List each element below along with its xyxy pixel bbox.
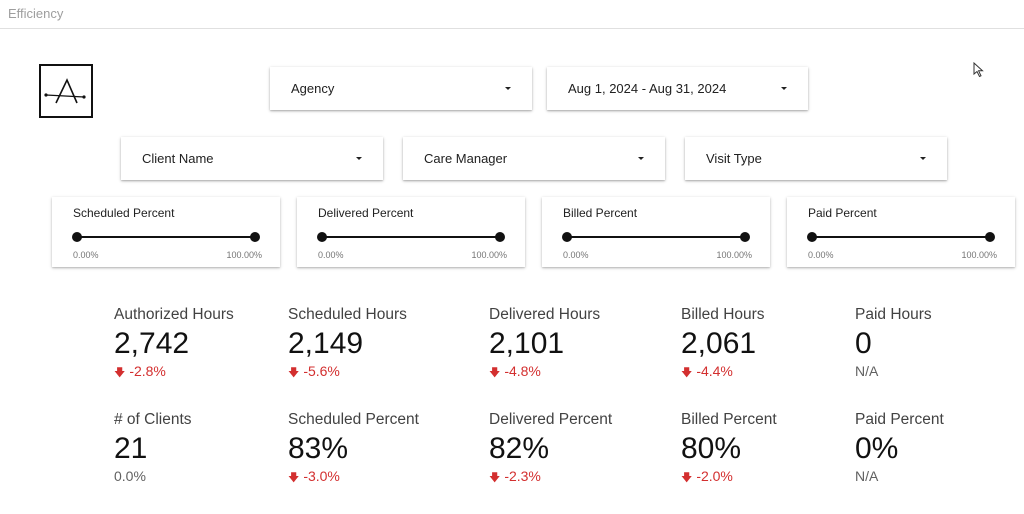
- kpi-value: 2,101: [489, 327, 565, 360]
- kpi-label: Billed Percent: [681, 411, 777, 428]
- kpi-label: Delivered Percent: [489, 411, 613, 428]
- brand-logo: [39, 64, 93, 118]
- arrow-down-icon: 🡇: [288, 472, 300, 484]
- kpi-delta: 0.0%: [114, 468, 146, 484]
- slider-min-handle[interactable]: [72, 232, 82, 242]
- kpi-label: Scheduled Percent: [288, 411, 419, 428]
- date-range-label: Aug 1, 2024 - Aug 31, 2024: [568, 81, 727, 96]
- arrow-down-icon: 🡇: [489, 367, 501, 379]
- arrow-down-icon: 🡇: [288, 367, 300, 379]
- arrow-down-icon: 🡇: [114, 367, 126, 379]
- kpi-scheduled-percent: Scheduled Percent 83% 🡇 -3.0%: [288, 411, 419, 488]
- kpi-value: 83%: [288, 432, 349, 465]
- slider-label: Scheduled Percent: [73, 206, 175, 220]
- slider-max-handle[interactable]: [740, 232, 750, 242]
- slider-min-handle[interactable]: [317, 232, 327, 242]
- kpi-value: 82%: [489, 432, 550, 465]
- kpi-delta: N/A: [855, 363, 879, 379]
- kpi-delta: 🡇 -3.0%: [288, 468, 419, 488]
- kpi-value: 2,742: [114, 327, 190, 360]
- slider-track[interactable]: [322, 236, 500, 238]
- kpi-delivered-percent: Delivered Percent 82% 🡇 -2.3%: [489, 411, 612, 488]
- client-name-dropdown[interactable]: Client Name: [121, 137, 383, 180]
- agency-dropdown-label: Agency: [291, 81, 335, 96]
- arrow-down-icon: 🡇: [681, 472, 693, 484]
- slider-max-value: 100.00%: [226, 250, 262, 260]
- visit-type-label: Visit Type: [706, 151, 762, 166]
- kpi-delta: N/A: [855, 468, 879, 484]
- kpi-num-clients: # of Clients 21 0.0%: [114, 411, 192, 484]
- slider-min-value: 0.00%: [808, 250, 834, 260]
- mouse-cursor-icon: [973, 62, 984, 78]
- kpi-label: # of Clients: [114, 411, 192, 428]
- kpi-label: Billed Hours: [681, 306, 765, 323]
- slider-max-value: 100.00%: [716, 250, 752, 260]
- slider-max-handle[interactable]: [250, 232, 260, 242]
- caret-down-icon: [920, 157, 926, 160]
- slider-max-value: 100.00%: [471, 250, 507, 260]
- slider-max-handle[interactable]: [495, 232, 505, 242]
- arrow-down-icon: 🡇: [489, 472, 501, 484]
- kpi-label: Paid Hours: [855, 306, 932, 323]
- kpi-label: Scheduled Hours: [288, 306, 407, 323]
- kpi-billed-hours: Billed Hours 2,061 🡇 -4.4%: [681, 306, 765, 383]
- care-manager-dropdown[interactable]: Care Manager: [403, 137, 665, 180]
- slider-max-value: 100.00%: [961, 250, 997, 260]
- kpi-value: 21: [114, 432, 148, 465]
- slider-label: Paid Percent: [808, 206, 877, 220]
- logo-a-icon: [44, 78, 86, 104]
- kpi-value: 80%: [681, 432, 742, 465]
- slider-track[interactable]: [567, 236, 745, 238]
- slider-max-handle[interactable]: [985, 232, 995, 242]
- visit-type-dropdown[interactable]: Visit Type: [685, 137, 947, 180]
- kpi-value: 0%: [855, 432, 899, 465]
- kpi-label: Delivered Hours: [489, 306, 601, 323]
- kpi-delta: 🡇 -2.0%: [681, 468, 777, 488]
- kpi-paid-percent: Paid Percent 0% N/A: [855, 411, 944, 484]
- care-manager-label: Care Manager: [424, 151, 508, 166]
- slider-min-handle[interactable]: [562, 232, 572, 242]
- kpi-delta: 🡇 -4.4%: [681, 363, 765, 383]
- slider-track[interactable]: [812, 236, 990, 238]
- kpi-value: 2,149: [288, 327, 364, 360]
- caret-down-icon: [638, 157, 644, 160]
- kpi-delta: 🡇 -2.3%: [489, 468, 612, 488]
- slider-label: Billed Percent: [563, 206, 638, 220]
- slider-min-value: 0.00%: [563, 250, 589, 260]
- client-name-label: Client Name: [142, 151, 214, 166]
- app-header: Efficiency: [0, 0, 1024, 29]
- kpi-authorized-hours: Authorized Hours 2,742 🡇 -2.8%: [114, 306, 234, 383]
- kpi-delta: 🡇 -5.6%: [288, 363, 407, 383]
- arrow-down-icon: 🡇: [681, 367, 693, 379]
- kpi-label: Paid Percent: [855, 411, 944, 428]
- date-range-dropdown[interactable]: Aug 1, 2024 - Aug 31, 2024: [547, 67, 808, 110]
- delivered-percent-slider: Delivered Percent 0.00% 100.00%: [297, 197, 525, 267]
- caret-down-icon: [356, 157, 362, 160]
- agency-dropdown[interactable]: Agency: [270, 67, 532, 110]
- kpi-delivered-hours: Delivered Hours 2,101 🡇 -4.8%: [489, 306, 600, 383]
- slider-min-value: 0.00%: [73, 250, 99, 260]
- slider-min-handle[interactable]: [807, 232, 817, 242]
- kpi-delta: 🡇 -2.8%: [114, 363, 234, 383]
- kpi-value: 2,061: [681, 327, 757, 360]
- slider-min-value: 0.00%: [318, 250, 344, 260]
- billed-percent-slider: Billed Percent 0.00% 100.00%: [542, 197, 770, 267]
- caret-down-icon: [781, 87, 787, 90]
- kpi-paid-hours: Paid Hours 0 N/A: [855, 306, 932, 379]
- scheduled-percent-slider: Scheduled Percent 0.00% 100.00%: [52, 197, 280, 267]
- kpi-scheduled-hours: Scheduled Hours 2,149 🡇 -5.6%: [288, 306, 407, 383]
- paid-percent-slider: Paid Percent 0.00% 100.00%: [787, 197, 1015, 267]
- kpi-label: Authorized Hours: [114, 306, 234, 323]
- page-title: Efficiency: [8, 6, 64, 21]
- kpi-billed-percent: Billed Percent 80% 🡇 -2.0%: [681, 411, 777, 488]
- caret-down-icon: [505, 87, 511, 90]
- kpi-delta: 🡇 -4.8%: [489, 363, 600, 383]
- slider-label: Delivered Percent: [318, 206, 414, 220]
- kpi-value: 0: [855, 327, 872, 360]
- slider-track[interactable]: [77, 236, 255, 238]
